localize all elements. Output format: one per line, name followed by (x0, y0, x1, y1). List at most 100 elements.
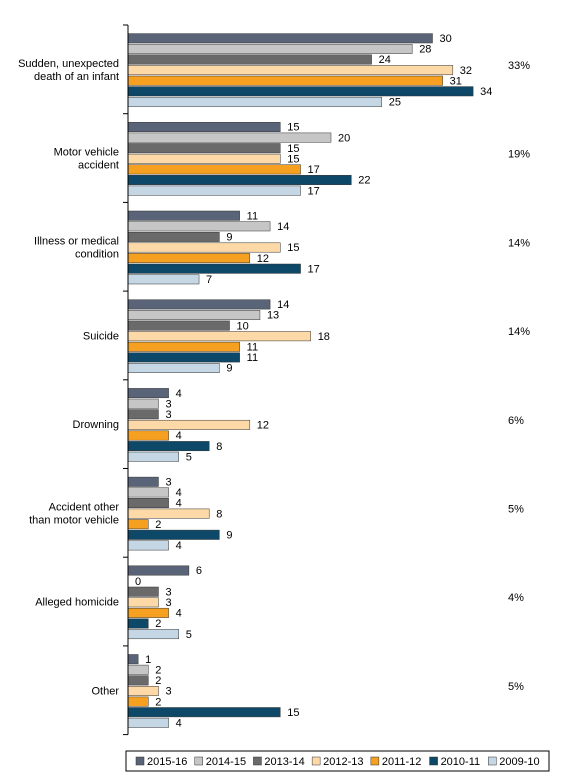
legend-label: 2013-14 (264, 756, 304, 768)
legend-label: 2011-12 (382, 756, 422, 768)
category-axis (123, 24, 129, 736)
bar-value-label: 2 (155, 618, 161, 630)
bar-2010-11 (127, 618, 149, 629)
bar-2012-13 (127, 331, 311, 342)
legend-label: 2015-16 (147, 756, 187, 768)
category-label: Illness or medical condition (34, 235, 119, 260)
bar-2015-16 (127, 210, 240, 221)
bar-value-label: 4 (176, 487, 182, 499)
category-label-line: Motor vehicle (54, 147, 119, 159)
bar-2012-13 (127, 65, 454, 76)
bar-value-label: 30 (440, 33, 452, 45)
bar-value-label: 13 (267, 310, 279, 322)
category-label-line: Alleged homicide (35, 597, 119, 609)
bar-2013-14 (127, 143, 281, 154)
bar-value-label: 25 (389, 97, 401, 109)
bar-2011-12 (127, 341, 240, 352)
legend-label: 2014-15 (206, 756, 246, 768)
bar-2013-14 (127, 54, 372, 65)
bar-2015-16 (127, 565, 190, 576)
bar-value-label: 15 (287, 707, 299, 719)
legend-swatch (488, 756, 497, 766)
category-percentage: 14% (508, 326, 530, 338)
bar-value-label: 4 (176, 430, 182, 442)
bar-value-label: 7 (206, 274, 212, 286)
bar-value-label: 8 (216, 441, 222, 453)
bar-value-label: 17 (308, 185, 320, 197)
bar-value-label: 10 (237, 320, 249, 332)
legend-swatch (429, 756, 438, 766)
bar-2012-13 (127, 153, 281, 164)
bar-2013-14 (127, 498, 169, 508)
legend-swatch (135, 756, 145, 766)
bar-2013-14 (127, 409, 159, 420)
bar-2012-13 (127, 242, 281, 253)
category-label: Other (91, 685, 119, 697)
bar-2015-16 (127, 299, 271, 310)
bar-value-label: 3 (165, 586, 171, 598)
category-label-line: death of an infant (34, 71, 119, 83)
bar-2009-10 (127, 717, 169, 728)
bar-2010-11 (127, 175, 352, 185)
bar-value-label: 3 (165, 409, 171, 421)
category-percentage: 6% (508, 415, 524, 427)
category-labels: Sudden, unexpected death of an infant Moto… (18, 58, 119, 697)
category-label-line: than motor vehicle (29, 514, 119, 526)
bar-2011-12 (127, 253, 251, 264)
bar-value-label: 4 (176, 388, 182, 400)
bar-2014-15 (127, 221, 271, 232)
bar-value-label: 15 (287, 122, 299, 134)
bar-value-label: 2 (155, 696, 161, 708)
bar-2014-15 (127, 398, 159, 409)
bar-value-label: 18 (318, 331, 330, 343)
bars-layer: 3028243231342515201515172217111491512177… (127, 33, 492, 730)
bar-2009-10 (127, 363, 220, 373)
category-label-line: Other (91, 685, 119, 697)
legend-box (125, 750, 550, 772)
bar-value-label: 8 (216, 508, 222, 520)
bar-2011-12 (127, 164, 301, 175)
category-label: Accident other than motor vehicle (29, 501, 119, 526)
bar-value-label: 11 (247, 210, 258, 222)
bar-value-label: 3 (165, 398, 171, 410)
category-label: Motor vehicle accident (54, 147, 119, 172)
bar-2010-11 (127, 529, 220, 540)
bar-2015-16 (127, 388, 169, 399)
bar-value-label: 12 (257, 253, 269, 265)
bar-2013-14 (127, 675, 149, 686)
bar-value-label: 14 (277, 221, 289, 233)
bar-2015-16 (127, 654, 139, 665)
bar-value-label: 17 (308, 263, 320, 275)
bar-2009-10 (127, 451, 179, 462)
bar-value-label: 9 (226, 363, 232, 375)
category-label: Sudden, unexpected death of an infant (18, 58, 119, 83)
legend-swatch (311, 756, 321, 766)
category-label: Alleged homicide (35, 597, 119, 609)
bar-2013-14 (127, 231, 220, 242)
bar-value-label: 28 (419, 44, 431, 56)
category-label-line: Sudden, unexpected (18, 58, 119, 70)
bar-2014-15 (127, 664, 149, 675)
legend-swatch (370, 756, 380, 766)
percentage-labels: 33% 19% 14% 14% 6% 5% 4% 5% (508, 60, 530, 693)
legend-label: 2010-11 (441, 756, 481, 768)
category-label: Drowning (73, 419, 119, 431)
bar-value-label: 2 (155, 665, 161, 677)
bar-2010-11 (127, 263, 301, 274)
bar-value-label: 9 (226, 232, 232, 244)
bar-value-label: 4 (176, 608, 182, 620)
bar-value-label: 17 (308, 164, 320, 176)
legend-label: 2012-13 (323, 756, 363, 768)
bar-value-label: 12 (257, 420, 269, 432)
legend-swatch (194, 756, 203, 766)
bar-value-label: 2 (155, 675, 161, 687)
category-percentage: 33% (508, 60, 530, 72)
bar-value-label: 3 (165, 597, 171, 609)
bar-2009-10 (127, 274, 200, 285)
bar-2010-11 (127, 86, 474, 97)
bar-2012-13 (127, 686, 159, 696)
category-label-line: Drowning (73, 419, 119, 431)
category-percentage: 19% (508, 149, 530, 161)
bar-2010-11 (127, 352, 240, 363)
bar-2012-13 (127, 419, 251, 430)
